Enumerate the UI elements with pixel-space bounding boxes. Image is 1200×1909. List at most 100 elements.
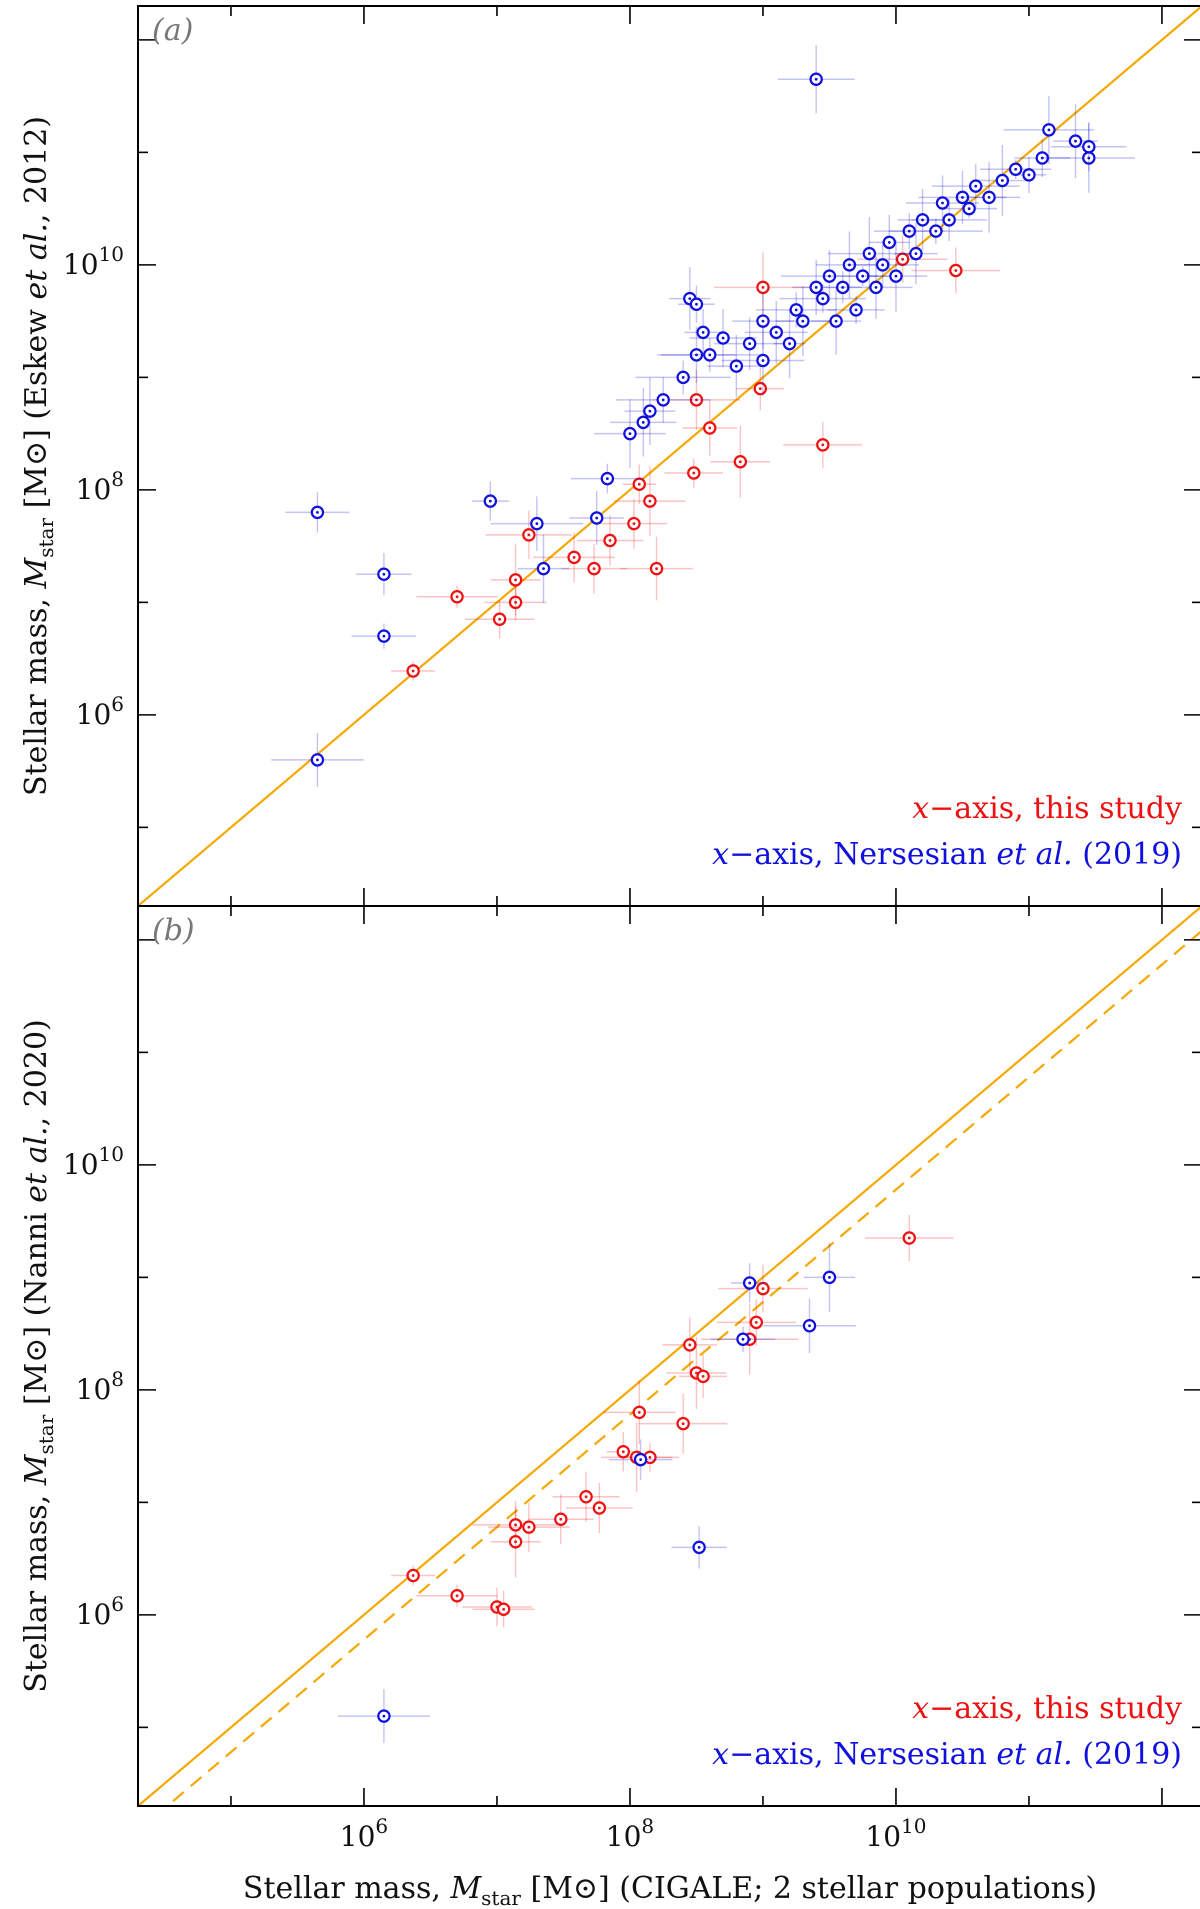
data-point [391, 1565, 436, 1586]
marker-dot [648, 409, 652, 413]
x-tick-label: 1010 [865, 1814, 926, 1853]
marker-dot [697, 1545, 701, 1549]
marker-dot [637, 482, 641, 486]
marker-dot [681, 375, 685, 379]
marker-dot [411, 669, 415, 673]
marker-dot [514, 578, 517, 582]
data-point [736, 366, 785, 411]
marker-dot [592, 567, 596, 571]
data-point [846, 241, 920, 289]
data-point [977, 144, 1028, 217]
data-point [716, 1299, 796, 1346]
marker-dot [639, 1458, 643, 1462]
reference-line-dashed [165, 931, 1200, 1806]
marker-dot [794, 308, 798, 312]
data-point [337, 1689, 431, 1743]
data-point [594, 399, 666, 468]
data-point [941, 198, 997, 219]
marker-dot [914, 252, 918, 256]
data-point [569, 491, 625, 545]
data-point [911, 247, 1001, 294]
data-point [679, 1354, 727, 1399]
marker-dot [881, 263, 885, 267]
marker-dot [738, 460, 742, 464]
data-point [528, 1494, 594, 1545]
marker-dot [498, 617, 502, 621]
data-point [811, 287, 862, 355]
marker-dot [867, 252, 871, 256]
x-label-symbol: M [449, 1871, 482, 1906]
marker-dot [848, 263, 851, 267]
marker-dot [411, 1574, 415, 1577]
data-point [666, 1337, 727, 1409]
marker-dot [1027, 173, 1031, 177]
marker-dot [774, 330, 778, 334]
marker-dot [974, 184, 978, 188]
data-point [391, 661, 436, 681]
y-tick-exponent: 10 [99, 1142, 124, 1166]
y-label-year: , 2020) [19, 1019, 54, 1126]
marker-dot [641, 420, 645, 424]
marker-dot [595, 516, 599, 520]
data-point [783, 421, 863, 468]
y-tick-mantissa: 10 [76, 698, 112, 731]
legend-text: −axis, Nersesian [729, 837, 996, 872]
data-point [351, 623, 417, 649]
y-label-post: [M⊙] (Eskew [19, 299, 54, 517]
marker-dot [695, 398, 698, 402]
data-point [773, 309, 806, 379]
marker-dot [901, 257, 905, 261]
reference-line-solid [138, 6, 1200, 906]
marker-dot [1074, 139, 1077, 143]
data-point [682, 400, 738, 456]
data-point [894, 223, 938, 285]
data-point [779, 284, 867, 313]
marker-dot [921, 218, 924, 222]
marker-dot [761, 359, 765, 362]
y-label-pre: Stellar mass, [19, 1485, 54, 1693]
marker-dot [874, 285, 878, 289]
marker-dot [1000, 179, 1004, 182]
data-point [620, 1442, 680, 1472]
marker-dot [514, 600, 517, 604]
marker-dot [814, 285, 818, 289]
data-point [487, 1502, 570, 1553]
legend-year: (2019) [1073, 837, 1182, 872]
y-tick-mantissa: 10 [76, 1373, 112, 1406]
data-point [827, 295, 885, 325]
marker-dot [637, 1410, 641, 1414]
marker-dot [708, 353, 712, 357]
marker-dot [894, 274, 898, 278]
marker-dot [1047, 128, 1051, 132]
marker-dot [734, 364, 738, 368]
marker-dot [814, 77, 818, 81]
y-tick-exponent: 8 [111, 1367, 124, 1391]
data-point [416, 585, 498, 608]
marker-dot [907, 229, 911, 233]
data-point [490, 496, 584, 551]
legend-italic: x [912, 1691, 929, 1726]
marker-dot [695, 353, 698, 357]
marker-dot [382, 634, 386, 638]
data-point [689, 308, 757, 368]
marker-dot [692, 471, 696, 475]
marker-dot [559, 1517, 563, 1521]
data-point [731, 1263, 769, 1303]
data-point [897, 188, 948, 251]
marker-dot [758, 387, 762, 391]
legend-entry: x−axis, this study [912, 791, 1182, 826]
marker-dot [688, 1343, 692, 1347]
data-point [714, 252, 812, 323]
data-point [1003, 95, 1095, 164]
data-point [662, 1317, 718, 1373]
data-point [622, 464, 656, 504]
legend-italic: x [712, 1737, 729, 1772]
plot-frame [137, 905, 1200, 1807]
marker-dot [695, 302, 698, 306]
data-point [552, 1471, 620, 1522]
data-point [471, 481, 509, 521]
data-point [823, 271, 862, 304]
data-point [718, 1264, 808, 1313]
